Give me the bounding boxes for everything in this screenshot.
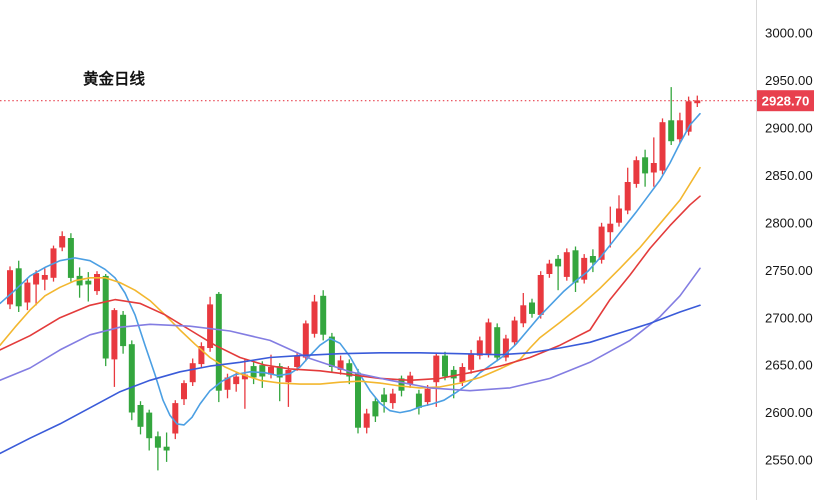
candle xyxy=(146,409,153,451)
candle xyxy=(555,255,562,291)
candle xyxy=(111,308,118,387)
candle xyxy=(302,320,309,362)
candle xyxy=(250,362,257,385)
candle xyxy=(520,293,527,328)
candle xyxy=(259,361,266,388)
candle xyxy=(276,363,283,402)
candle xyxy=(128,340,135,421)
ma-line-yellow xyxy=(0,166,701,389)
candle xyxy=(67,233,74,282)
candle xyxy=(372,397,379,422)
y-axis-label: 2900.00 xyxy=(765,121,813,136)
candle xyxy=(59,231,66,252)
candle xyxy=(320,290,327,341)
candle xyxy=(485,318,492,358)
candle xyxy=(120,311,127,354)
candle xyxy=(76,267,83,298)
candle xyxy=(424,385,431,406)
candle xyxy=(233,372,240,392)
current-price-badge xyxy=(757,90,814,112)
candle xyxy=(102,274,109,367)
y-axis-label: 2650.00 xyxy=(765,358,813,373)
candle xyxy=(694,95,701,107)
candle xyxy=(633,156,640,188)
candles-layer xyxy=(7,87,701,471)
candle xyxy=(581,254,588,284)
candle xyxy=(642,149,649,187)
candle xyxy=(589,249,596,273)
candle xyxy=(355,368,361,434)
candle xyxy=(650,137,657,187)
candle xyxy=(389,388,396,409)
ma-line-blue-fast xyxy=(0,112,701,426)
candle xyxy=(7,266,13,310)
price-axis: 3000.00 2950.00 2900.00 2850.00 2800.00 2750.… xyxy=(756,0,813,500)
candle xyxy=(494,323,501,362)
candle xyxy=(442,351,448,381)
candle xyxy=(94,271,100,295)
candle xyxy=(502,334,509,362)
candle xyxy=(572,246,579,292)
candle xyxy=(676,112,683,144)
ma-line-dark-blue xyxy=(0,304,701,455)
candle xyxy=(285,366,292,407)
candle xyxy=(163,432,170,462)
current-price-text: 2928.70 xyxy=(762,94,810,109)
candle xyxy=(381,387,388,413)
candle xyxy=(198,342,205,368)
candle xyxy=(563,248,570,281)
current-price-overlay: 2928.70 xyxy=(0,90,814,112)
candle xyxy=(511,316,518,347)
candle xyxy=(685,96,692,136)
ma-line-purple xyxy=(0,267,701,392)
candle xyxy=(616,195,622,227)
candle xyxy=(154,431,161,471)
candle xyxy=(311,294,318,338)
candle xyxy=(476,336,483,360)
candle xyxy=(546,259,553,278)
candle xyxy=(433,352,440,407)
candle xyxy=(337,355,344,375)
candle xyxy=(450,366,457,399)
y-axis-label: 3000.00 xyxy=(765,26,813,41)
y-axis-label: 2750.00 xyxy=(765,263,813,278)
candle xyxy=(607,206,614,248)
candle xyxy=(529,298,535,318)
y-axis-label: 2850.00 xyxy=(765,168,813,183)
candle xyxy=(181,380,187,405)
candle xyxy=(415,389,422,415)
y-axis-label: 2800.00 xyxy=(765,215,813,230)
candle xyxy=(172,400,179,440)
candle xyxy=(363,408,370,434)
y-axis-label: 2950.00 xyxy=(765,73,813,88)
candle xyxy=(624,167,631,215)
candle xyxy=(241,359,248,409)
candle xyxy=(659,118,666,175)
y-axis-label: 2600.00 xyxy=(765,405,813,420)
candle xyxy=(537,271,544,319)
candle xyxy=(189,358,196,386)
y-axis-label: 2700.00 xyxy=(765,310,813,325)
candle xyxy=(24,278,31,311)
candle xyxy=(137,401,144,435)
ma-line-red xyxy=(0,195,701,382)
candle xyxy=(668,87,675,145)
candle xyxy=(33,270,40,306)
candle xyxy=(41,268,48,291)
ma-lines xyxy=(0,112,701,455)
y-axis-label: 2550.00 xyxy=(765,453,813,468)
chart-title: 黄金日线 xyxy=(83,69,146,88)
candle xyxy=(85,272,92,302)
